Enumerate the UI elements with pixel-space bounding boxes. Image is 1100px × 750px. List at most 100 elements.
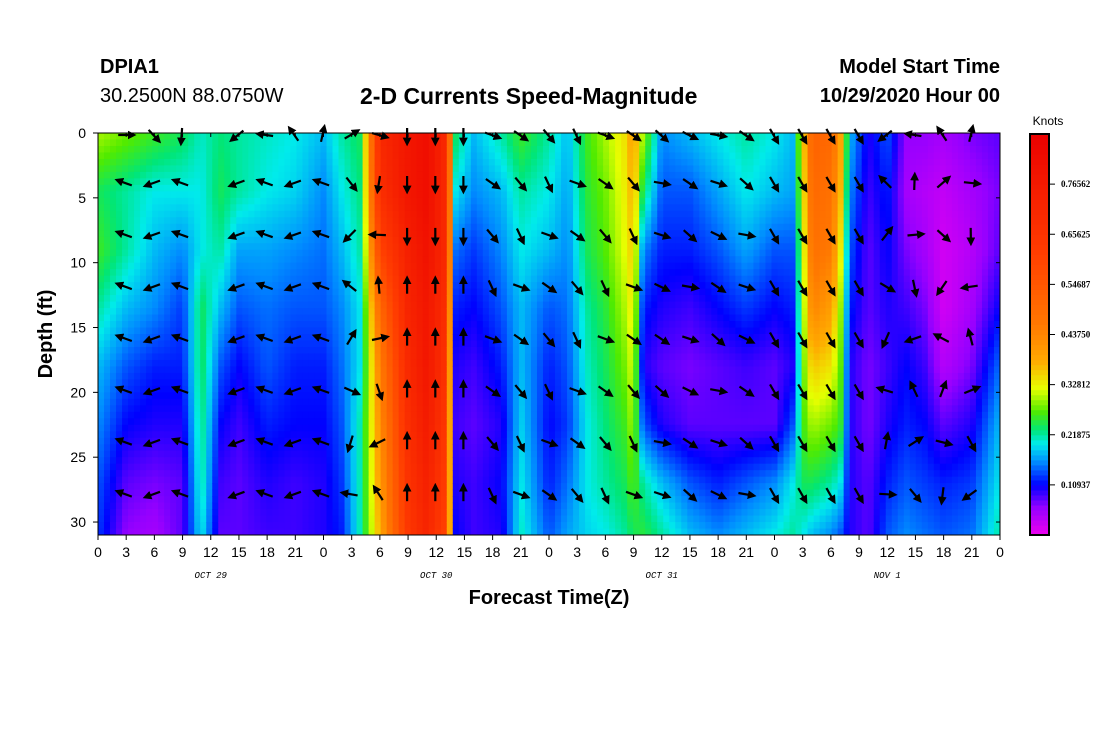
heat-cell: [320, 158, 328, 167]
heat-cell: [182, 243, 189, 251]
heat-cell: [368, 515, 376, 523]
heat-cell: [488, 405, 496, 413]
heat-cell: [206, 178, 213, 186]
heat-cell: [188, 165, 195, 173]
heat-cell: [224, 327, 231, 335]
heat-cell: [440, 470, 448, 478]
heat-cell: [561, 256, 568, 264]
heat-cell: [254, 411, 261, 419]
heat-cell: [188, 301, 195, 309]
heat-cell: [176, 483, 183, 491]
heat-cell: [224, 321, 231, 329]
heat-cell: [308, 424, 316, 432]
heat-cell: [350, 405, 358, 413]
heat-cell: [200, 431, 207, 439]
heat-cell: [398, 275, 406, 283]
heat-cell: [536, 321, 544, 329]
heat-cell: [158, 282, 165, 290]
heat-cell: [524, 217, 532, 225]
heat-cell: [470, 398, 478, 406]
heat-cell: [506, 522, 514, 530]
heat-cell: [230, 372, 237, 380]
heat-cell: [230, 515, 237, 523]
heat-cell: [296, 327, 304, 335]
heat-cell: [518, 379, 526, 387]
heat-cell: [344, 418, 352, 426]
heat-cell: [332, 217, 340, 225]
heat-cell: [242, 282, 249, 290]
heat-cell: [362, 217, 370, 225]
heat-cell: [452, 256, 460, 264]
heat-cell: [356, 282, 364, 290]
heat-cell: [500, 249, 508, 257]
heat-cell: [134, 353, 141, 361]
heat-cell: [446, 385, 454, 393]
heat-cell: [104, 301, 111, 309]
heat-cell: [518, 139, 526, 147]
heat-cell: [308, 178, 316, 186]
heat-cell: [440, 398, 448, 406]
heat-cell: [128, 152, 135, 160]
heat-cell: [104, 204, 111, 212]
heat-cell: [368, 171, 376, 179]
heat-cell: [110, 359, 117, 368]
heat-cell: [200, 366, 207, 374]
heat-cell: [146, 321, 153, 329]
heat-cell: [158, 366, 165, 374]
heat-cell: [386, 178, 394, 186]
heat-cell: [116, 398, 123, 406]
heat-cell: [188, 444, 195, 452]
heat-cell: [188, 496, 195, 504]
heat-cell: [380, 204, 388, 212]
heat-cell: [146, 275, 153, 283]
heat-cell: [368, 165, 376, 173]
heat-cell: [452, 184, 460, 192]
heat-cell: [290, 269, 298, 277]
heat-cell: [188, 171, 195, 179]
heat-cell: [128, 528, 135, 535]
heat-cell: [374, 158, 382, 167]
heat-cell: [182, 321, 189, 329]
heat-cell: [230, 204, 237, 212]
heat-cell: [134, 392, 141, 400]
heat-cell: [386, 249, 394, 257]
heat-cell: [248, 158, 255, 167]
heat-cell: [110, 437, 117, 445]
heat-cell: [542, 457, 550, 465]
heat-cell: [494, 204, 502, 212]
heat-cell: [98, 463, 105, 471]
heat-cell: [530, 165, 538, 173]
heat-cell: [422, 496, 430, 504]
heat-cell: [140, 321, 147, 329]
heat-cell: [308, 269, 316, 277]
heat-cell: [494, 158, 502, 167]
heat-cell: [428, 171, 436, 179]
heat-cell: [200, 230, 207, 238]
heat-cell: [146, 171, 153, 179]
heat-cell: [170, 210, 177, 218]
heat-cell: [320, 327, 328, 335]
heat-cell: [428, 359, 436, 368]
heat-cell: [128, 249, 135, 257]
heat-cell: [470, 243, 478, 251]
heat-cell: [296, 353, 304, 361]
heat-cell: [98, 483, 105, 491]
heat-cell: [561, 418, 568, 426]
heat-cell: [452, 522, 460, 530]
heat-cell: [500, 327, 508, 335]
heat-cell: [567, 308, 574, 316]
heat-cell: [555, 308, 562, 316]
heat-cell: [104, 418, 111, 426]
heat-cell: [128, 509, 135, 517]
heat-cell: [110, 450, 117, 458]
heat-cell: [452, 476, 460, 484]
heat-cell: [542, 372, 550, 380]
heat-cell: [176, 301, 183, 309]
heat-cell: [555, 489, 562, 497]
heat-cell: [356, 522, 364, 530]
heat-cell: [188, 470, 195, 478]
heat-cell: [242, 431, 249, 439]
heat-cell: [338, 515, 346, 523]
heat-cell: [182, 158, 189, 167]
heat-cell: [200, 184, 207, 192]
